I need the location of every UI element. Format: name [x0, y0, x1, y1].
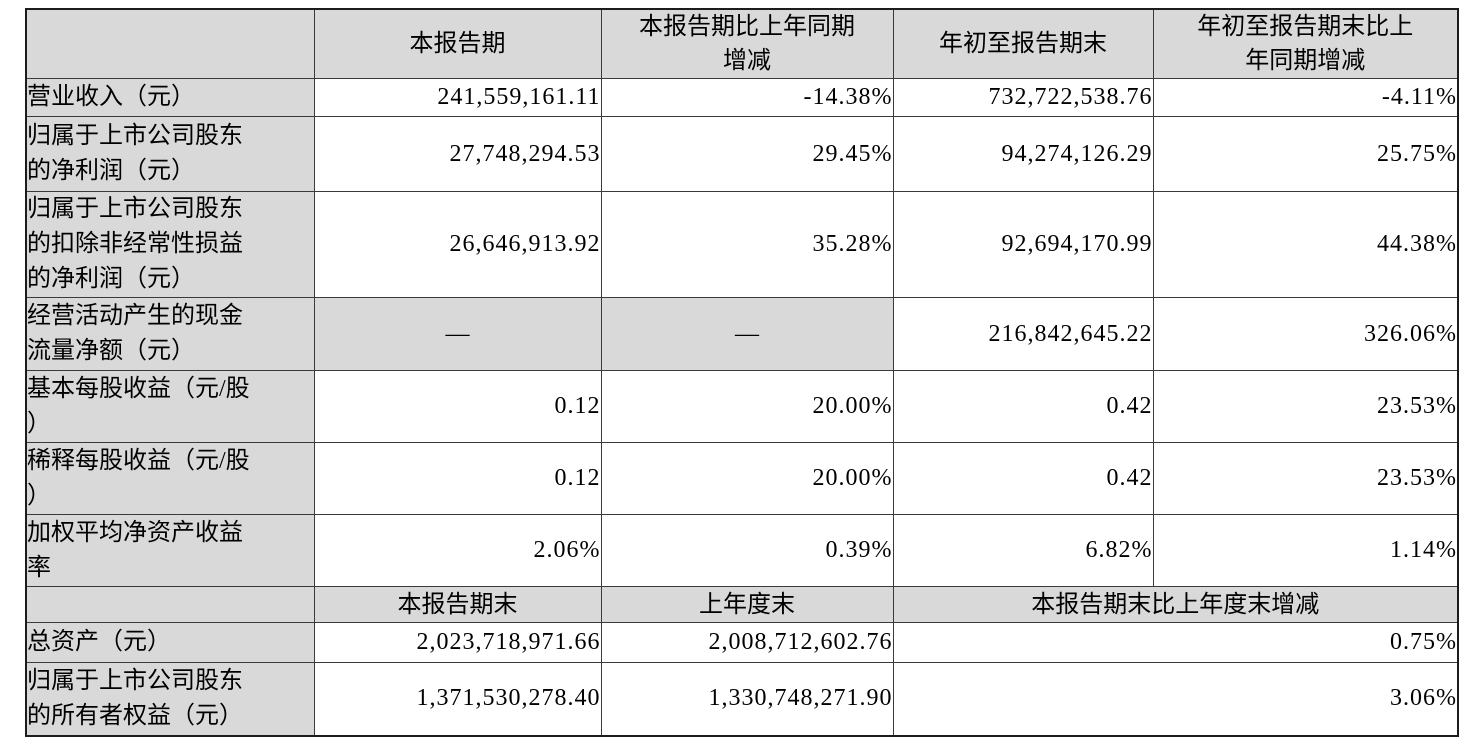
cell-value: 44.38% [1152, 191, 1459, 298]
row-label-diluted-eps: 稀释每股收益（元/股 ） [25, 442, 315, 515]
cell-value: 2,008,712,602.76 [600, 622, 894, 663]
cell-value: 29.45% [600, 116, 894, 192]
cell-value: 35.28% [600, 191, 894, 298]
row-label-net-profit-excl-nonrecurring: 归属于上市公司股东 的扣除非经常性损益 的净利润（元） [25, 191, 315, 298]
cell-value: -14.38% [600, 78, 894, 117]
cell-value: 241,559,161.11 [313, 78, 602, 117]
col-header-prior-year-end: 上年度末 [600, 586, 894, 623]
row-label-weighted-avg-roe: 加权平均净资产收益 率 [25, 514, 315, 587]
cell-value: 20.00% [600, 442, 894, 515]
cell-value: 25.75% [1152, 116, 1459, 192]
corner-cell [25, 8, 315, 79]
row-total-assets: 总资产（元） 2,023,718,971.66 2,008,712,602.76… [25, 622, 1459, 663]
cell-dash: — [313, 297, 602, 371]
col-header-current-period: 本报告期 [313, 8, 602, 79]
cell-value: 0.42 [892, 442, 1154, 515]
cell-value: 0.75% [892, 622, 1459, 663]
cell-value: 94,274,126.29 [892, 116, 1154, 192]
cell-value: 26,646,913.92 [313, 191, 602, 298]
cell-value: 0.42 [892, 370, 1154, 443]
cell-value: 326.06% [1152, 297, 1459, 371]
row-label-operating-cash-flow: 经营活动产生的现金 流量净额（元） [25, 297, 315, 371]
row-net-profit: 归属于上市公司股东 的净利润（元） 27,748,294.53 29.45% 9… [25, 116, 1459, 192]
financial-summary-table: 本报告期 本报告期比上年同期 增减 年初至报告期末 年初至报告期末比上 年同期增… [25, 8, 1459, 737]
cell-value: 0.12 [313, 442, 602, 515]
cell-value: 1.14% [1152, 514, 1459, 587]
cell-value: 23.53% [1152, 370, 1459, 443]
cell-value: 92,694,170.99 [892, 191, 1154, 298]
cell-value: -4.11% [1152, 78, 1459, 117]
row-label-owners-equity: 归属于上市公司股东 的所有者权益（元） [25, 662, 315, 736]
row-owners-equity: 归属于上市公司股东 的所有者权益（元） 1,371,530,278.40 1,3… [25, 662, 1459, 736]
cell-value: 2.06% [313, 514, 602, 587]
row-label-basic-eps: 基本每股收益（元/股 ） [25, 370, 315, 443]
cell-value: 3.06% [892, 662, 1459, 736]
cell-value: 23.53% [1152, 442, 1459, 515]
cell-value: 0.12 [313, 370, 602, 443]
cell-value: 20.00% [600, 370, 894, 443]
row-net-profit-excl-nonrecurring: 归属于上市公司股东 的扣除非经常性损益 的净利润（元） 26,646,913.9… [25, 191, 1459, 298]
col-header-period-end: 本报告期末 [313, 586, 602, 623]
cell-value: 6.82% [892, 514, 1154, 587]
col-header-current-period-change: 本报告期比上年同期 增减 [600, 8, 894, 79]
col-header-ytd-change: 年初至报告期末比上 年同期增减 [1152, 8, 1459, 79]
cell-value: 27,748,294.53 [313, 116, 602, 192]
subheader-row: 本报告期末 上年度末 本报告期末比上年度末增减 [25, 586, 1459, 623]
cell-value: 1,330,748,271.90 [600, 662, 894, 736]
row-operating-cash-flow: 经营活动产生的现金 流量净额（元） — — 216,842,645.22 326… [25, 297, 1459, 371]
header-row: 本报告期 本报告期比上年同期 增减 年初至报告期末 年初至报告期末比上 年同期增… [25, 8, 1459, 79]
subheader-corner-cell [25, 586, 315, 623]
row-basic-eps: 基本每股收益（元/股 ） 0.12 20.00% 0.42 23.53% [25, 370, 1459, 443]
row-operating-revenue: 营业收入（元） 241,559,161.11 -14.38% 732,722,5… [25, 78, 1459, 117]
cell-dash: — [600, 297, 894, 371]
cell-value: 1,371,530,278.40 [313, 662, 602, 736]
row-label-net-profit: 归属于上市公司股东 的净利润（元） [25, 116, 315, 192]
cell-value: 0.39% [600, 514, 894, 587]
col-header-ytd: 年初至报告期末 [892, 8, 1154, 79]
row-weighted-avg-roe: 加权平均净资产收益 率 2.06% 0.39% 6.82% 1.14% [25, 514, 1459, 587]
cell-value: 2,023,718,971.66 [313, 622, 602, 663]
row-label-operating-revenue: 营业收入（元） [25, 78, 315, 117]
col-header-period-end-change: 本报告期末比上年度末增减 [892, 586, 1459, 623]
cell-value: 732,722,538.76 [892, 78, 1154, 117]
row-diluted-eps: 稀释每股收益（元/股 ） 0.12 20.00% 0.42 23.53% [25, 442, 1459, 515]
row-label-total-assets: 总资产（元） [25, 622, 315, 663]
cell-value: 216,842,645.22 [892, 297, 1154, 371]
